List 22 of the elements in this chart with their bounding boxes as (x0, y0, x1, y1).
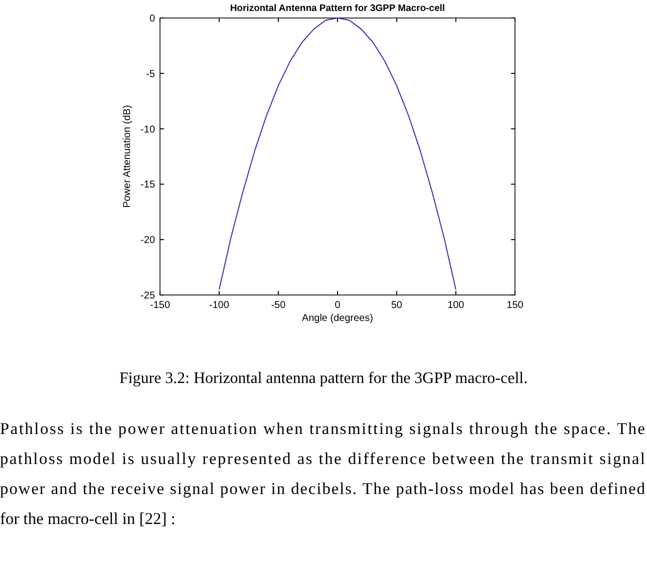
caption: Figure 3.2: Horizontal antenna pattern for the 3GPP macro-cell. (119, 370, 528, 387)
x-tick-label: -50 (271, 300, 286, 311)
x-tick-label: 0 (334, 300, 341, 311)
x-tick-label: 50 (391, 300, 403, 311)
y-tick-label: 0 (149, 14, 156, 24)
chart-title: Horizontal Antenna Pattern for 3GPP Macro-cell (230, 3, 445, 14)
x-axis-title: Angle (degrees) (302, 313, 374, 324)
y-tick-label: -25 (140, 290, 156, 302)
text: for the macro-cell in [22] : (0, 509, 176, 528)
y-axis-title: Power Attenuation (dB) (122, 105, 133, 208)
x-tick-label: 100 (447, 300, 465, 311)
y-tick-label: -10 (140, 124, 156, 136)
y-tick-label: -5 (146, 68, 156, 80)
text: power and the receive signal power in decibels. The path-loss model has been defined (0, 479, 646, 498)
text: Pathloss is the power attenuation when transmitting signals through the space. The (0, 419, 645, 438)
text: pathloss model is usually represented as the difference between the transmit signal (0, 449, 646, 468)
line-series (218, 18, 456, 290)
y-tick-label: -20 (140, 235, 156, 246)
x-tick-label: 150 (506, 300, 524, 311)
y-tick-label: -15 (140, 180, 156, 191)
x-tick-label: -150 (150, 300, 170, 311)
x-tick-label: -100 (209, 300, 230, 311)
